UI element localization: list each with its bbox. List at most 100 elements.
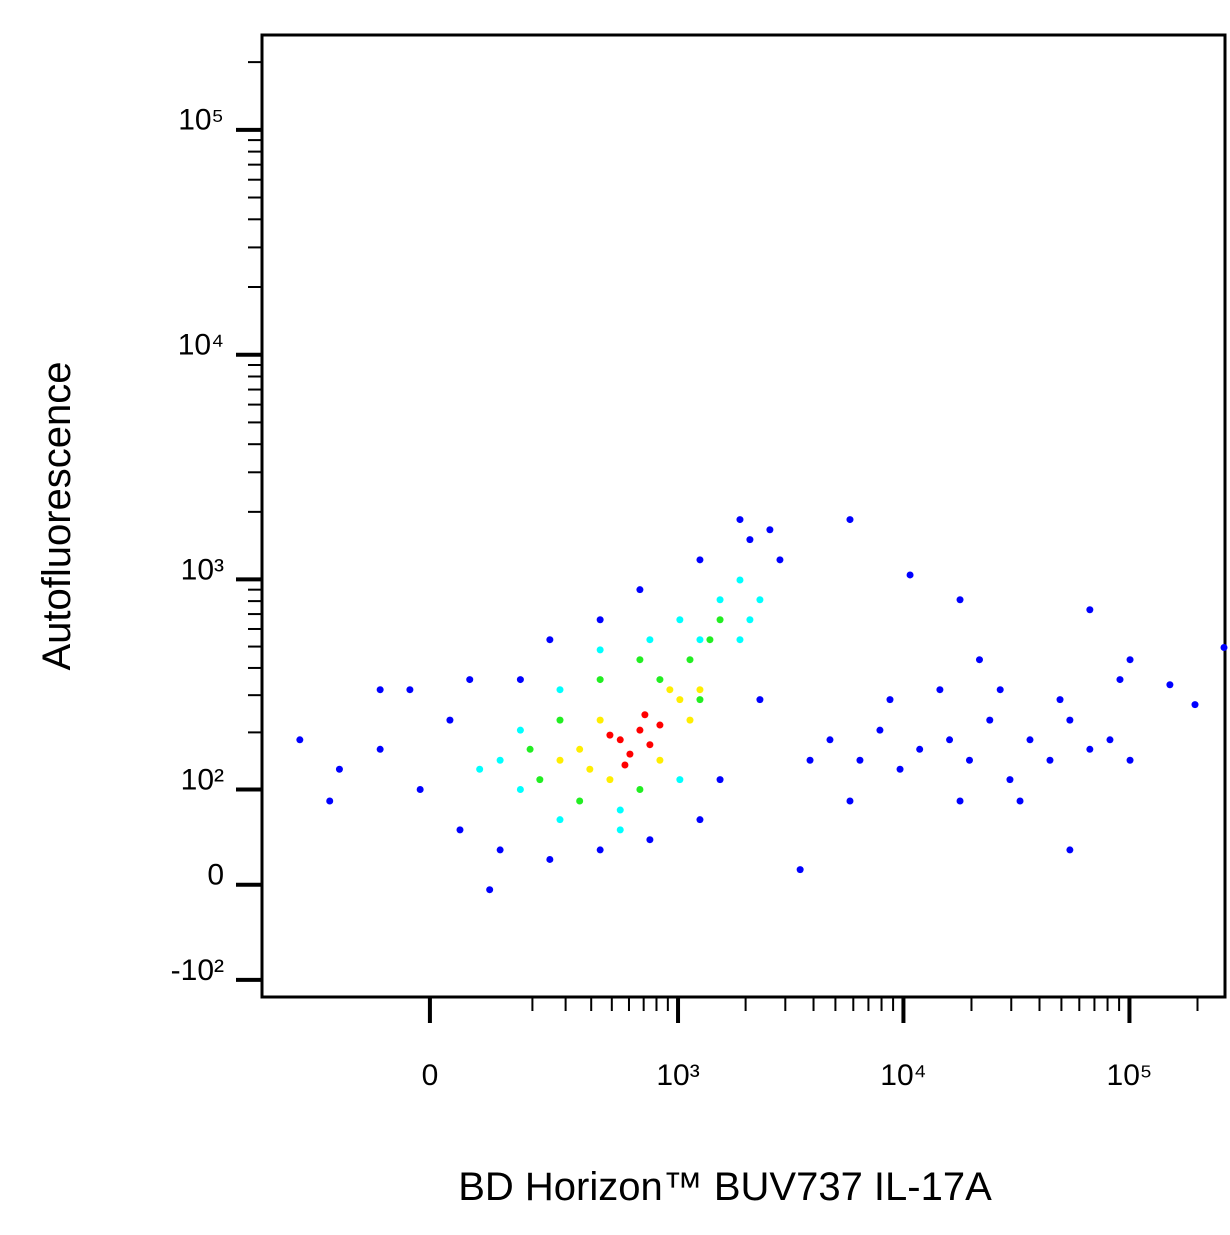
event-point: [656, 721, 664, 729]
event-point: [1006, 776, 1014, 784]
event-point: [776, 556, 784, 564]
event-point: [756, 596, 764, 604]
event-point: [846, 516, 854, 524]
event-point: [416, 786, 424, 794]
y-tick-label: 10³: [181, 553, 224, 586]
event-point: [1220, 644, 1228, 652]
event-point: [596, 846, 604, 854]
x-tick-label: 10³: [656, 1059, 699, 1092]
event-point: [646, 636, 654, 644]
event-point: [696, 696, 704, 704]
event-point: [516, 726, 524, 734]
event-point: [716, 776, 724, 784]
event-point: [586, 765, 594, 773]
event-point: [446, 716, 454, 724]
event-point: [676, 696, 684, 704]
y-tick-label: 0: [207, 859, 224, 892]
event-point: [616, 736, 624, 744]
event-point: [766, 526, 774, 534]
event-point: [516, 786, 524, 794]
event-point: [1126, 756, 1134, 764]
event-point: [636, 786, 644, 794]
event-point: [596, 676, 604, 684]
event-point: [526, 745, 534, 753]
event-point: [536, 776, 544, 784]
event-point: [496, 846, 504, 854]
event-point: [975, 656, 983, 664]
y-tick-label: 10²: [181, 763, 224, 796]
x-tick-label: 0: [422, 1059, 439, 1092]
event-point: [476, 765, 484, 773]
event-point: [546, 855, 554, 863]
event-point: [746, 536, 754, 544]
event-point: [1066, 716, 1074, 724]
event-point: [616, 806, 624, 814]
event-point: [1106, 736, 1114, 744]
event-point: [556, 756, 564, 764]
event-point: [846, 797, 854, 805]
event-point: [716, 616, 724, 624]
event-point: [986, 716, 994, 724]
event-point: [826, 736, 834, 744]
event-point: [576, 797, 584, 805]
event-point: [646, 836, 654, 844]
event-point: [596, 616, 604, 624]
event-point: [636, 656, 644, 664]
event-point: [641, 711, 649, 719]
x-axis-title: BD Horizon™ BUV737 IL-17A: [458, 1165, 992, 1209]
event-point: [496, 756, 504, 764]
event-point: [676, 776, 684, 784]
event-point: [546, 636, 554, 644]
event-point: [716, 596, 724, 604]
event-point: [906, 571, 914, 579]
event-point: [956, 797, 964, 805]
event-point: [1016, 797, 1024, 805]
event-point: [1086, 606, 1094, 614]
event-point: [1086, 745, 1094, 753]
event-point: [596, 716, 604, 724]
event-point: [636, 586, 644, 594]
x-tick-label: 10⁵: [1107, 1059, 1153, 1092]
event-point: [556, 716, 564, 724]
event-point: [1191, 701, 1199, 709]
event-point: [856, 756, 864, 764]
event-point: [736, 516, 744, 524]
event-point: [965, 756, 973, 764]
event-point: [696, 556, 704, 564]
event-point: [1066, 846, 1074, 854]
event-point: [626, 750, 634, 758]
event-point: [296, 736, 304, 744]
event-point: [656, 676, 664, 684]
event-point: [486, 886, 494, 894]
event-point: [946, 736, 954, 744]
event-point: [406, 686, 414, 694]
event-point: [696, 636, 704, 644]
event-point: [876, 726, 884, 734]
event-point: [556, 816, 564, 824]
event-point: [621, 761, 629, 769]
event-point: [936, 686, 944, 694]
event-point: [376, 745, 384, 753]
event-point: [806, 756, 814, 764]
y-tick-label: 10⁴: [178, 329, 224, 362]
event-point: [376, 686, 384, 694]
event-point: [556, 686, 564, 694]
event-point: [666, 686, 674, 694]
event-point: [1046, 756, 1054, 764]
event-point: [456, 826, 464, 834]
event-point: [466, 676, 474, 684]
event-point: [746, 616, 754, 624]
event-point: [326, 797, 334, 805]
event-point: [886, 696, 894, 704]
event-point: [686, 716, 694, 724]
event-point: [796, 866, 804, 874]
event-point: [956, 596, 964, 604]
event-point: [1056, 696, 1064, 704]
event-point: [696, 686, 704, 694]
event-point: [896, 765, 904, 773]
event-point: [736, 636, 744, 644]
event-point: [736, 576, 744, 584]
event-point: [676, 616, 684, 624]
event-point: [616, 826, 624, 834]
